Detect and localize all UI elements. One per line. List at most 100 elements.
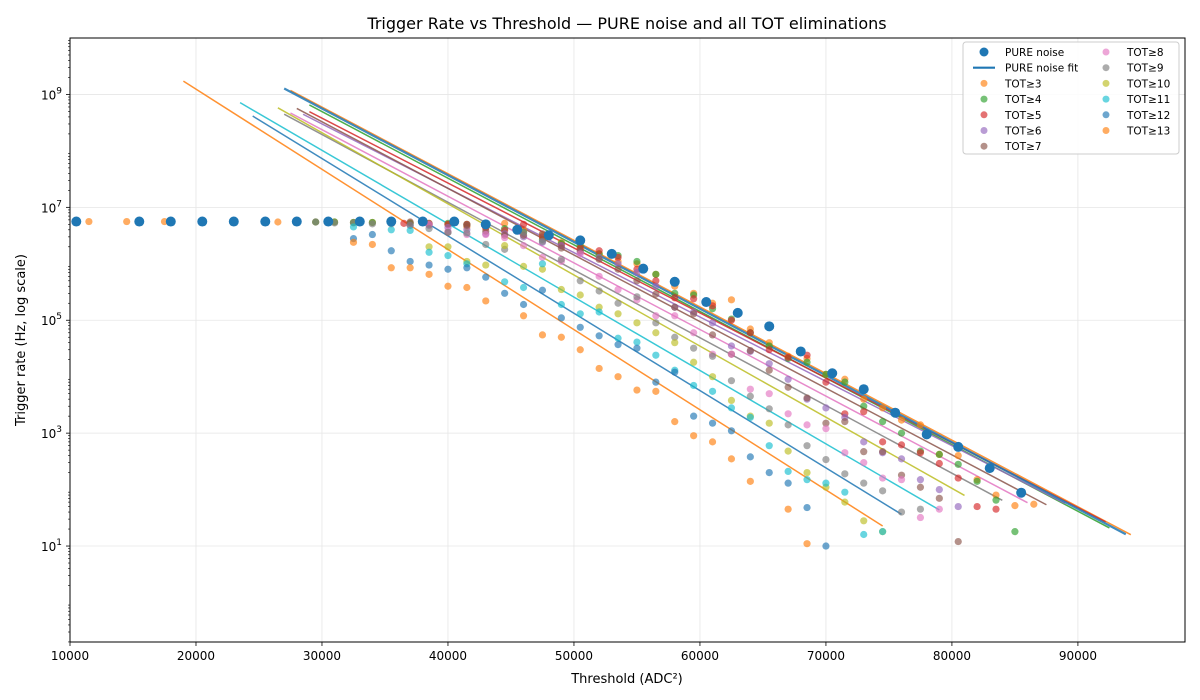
data-point xyxy=(708,319,717,327)
data-point xyxy=(1011,502,1019,510)
data-point xyxy=(916,449,925,457)
pure-noise-point xyxy=(669,276,680,287)
x-tick-label: 40000 xyxy=(429,649,467,663)
fit-line xyxy=(290,112,1028,504)
pure-noise-point xyxy=(165,216,176,227)
x-tick-label: 60000 xyxy=(681,649,719,663)
data-point xyxy=(482,273,490,281)
data-point xyxy=(841,418,849,426)
data-point xyxy=(841,378,849,386)
data-point xyxy=(123,217,131,226)
data-point xyxy=(860,438,868,446)
data-point xyxy=(633,277,641,285)
data-point xyxy=(727,455,736,463)
data-point xyxy=(992,491,1000,499)
pure-noise-point xyxy=(921,429,932,440)
data-point xyxy=(557,333,565,341)
data-point xyxy=(879,438,887,446)
pure-noise-point xyxy=(354,216,365,227)
pure-noise-point xyxy=(827,368,838,379)
pure-noise-point xyxy=(795,346,806,357)
pure-noise-point xyxy=(417,216,428,227)
data-point xyxy=(576,250,584,258)
legend-marker-swatch xyxy=(1102,79,1110,87)
pure-noise-point xyxy=(480,219,491,230)
data-point xyxy=(614,285,622,294)
legend-marker-swatch xyxy=(979,47,989,57)
data-point xyxy=(501,242,509,250)
data-point xyxy=(463,229,471,237)
data-point xyxy=(652,329,660,337)
pure-noise-fit-line xyxy=(283,87,1127,536)
data-point xyxy=(652,277,660,285)
data-point xyxy=(482,230,490,239)
data-point xyxy=(519,220,528,228)
data-point xyxy=(538,260,547,268)
data-point xyxy=(879,528,887,536)
data-point xyxy=(897,508,906,516)
data-point xyxy=(501,234,509,242)
data-point xyxy=(633,319,641,327)
data-point xyxy=(803,503,811,512)
data-point xyxy=(406,221,414,229)
data-point xyxy=(822,425,830,433)
data-point xyxy=(406,226,414,235)
pure-noise-point xyxy=(71,216,82,227)
data-point xyxy=(406,257,414,266)
data-point xyxy=(935,494,943,502)
data-point xyxy=(538,286,547,294)
data-point xyxy=(671,303,679,311)
data-point xyxy=(897,429,906,437)
data-point xyxy=(463,264,471,272)
data-point xyxy=(519,300,528,309)
data-point xyxy=(954,452,962,460)
data-point xyxy=(803,442,811,450)
data-point xyxy=(557,255,565,263)
data-point xyxy=(708,419,717,427)
data-point xyxy=(557,300,565,309)
data-point xyxy=(841,470,849,478)
data-point xyxy=(538,265,547,273)
data-point xyxy=(765,468,773,477)
data-point xyxy=(482,261,490,269)
data-point xyxy=(633,386,641,394)
data-point xyxy=(879,487,887,495)
pure-noise-point xyxy=(228,216,239,227)
data-point xyxy=(501,219,509,227)
data-point xyxy=(1030,500,1038,508)
data-point xyxy=(935,485,943,494)
data-point xyxy=(425,225,433,233)
data-point xyxy=(784,421,792,429)
data-point xyxy=(425,270,433,278)
data-point xyxy=(746,385,754,393)
data-point xyxy=(860,395,868,403)
x-tick-label: 80000 xyxy=(933,649,971,663)
x-tick-label: 50000 xyxy=(555,649,593,663)
data-point xyxy=(576,310,584,318)
data-point xyxy=(708,387,717,395)
data-point xyxy=(576,323,584,331)
data-point xyxy=(727,377,736,385)
data-point xyxy=(576,277,584,285)
legend-label: PURE noise fit xyxy=(1005,63,1078,75)
data-point xyxy=(916,483,925,491)
data-point xyxy=(727,427,736,435)
data-point xyxy=(954,537,962,546)
data-point xyxy=(708,352,717,360)
data-point xyxy=(727,350,736,358)
plot-frame xyxy=(69,37,1186,643)
data-point xyxy=(387,226,395,234)
data-point xyxy=(482,297,490,305)
data-point xyxy=(349,223,358,231)
data-point xyxy=(633,257,641,266)
data-point xyxy=(614,373,622,381)
data-point xyxy=(652,282,660,290)
pure-noise-point xyxy=(953,441,964,452)
data-point xyxy=(708,373,717,381)
data-point xyxy=(822,419,830,427)
data-point xyxy=(727,396,736,405)
data-point xyxy=(690,381,698,390)
data-point xyxy=(425,261,433,269)
data-point xyxy=(444,251,452,260)
data-point xyxy=(916,421,925,429)
